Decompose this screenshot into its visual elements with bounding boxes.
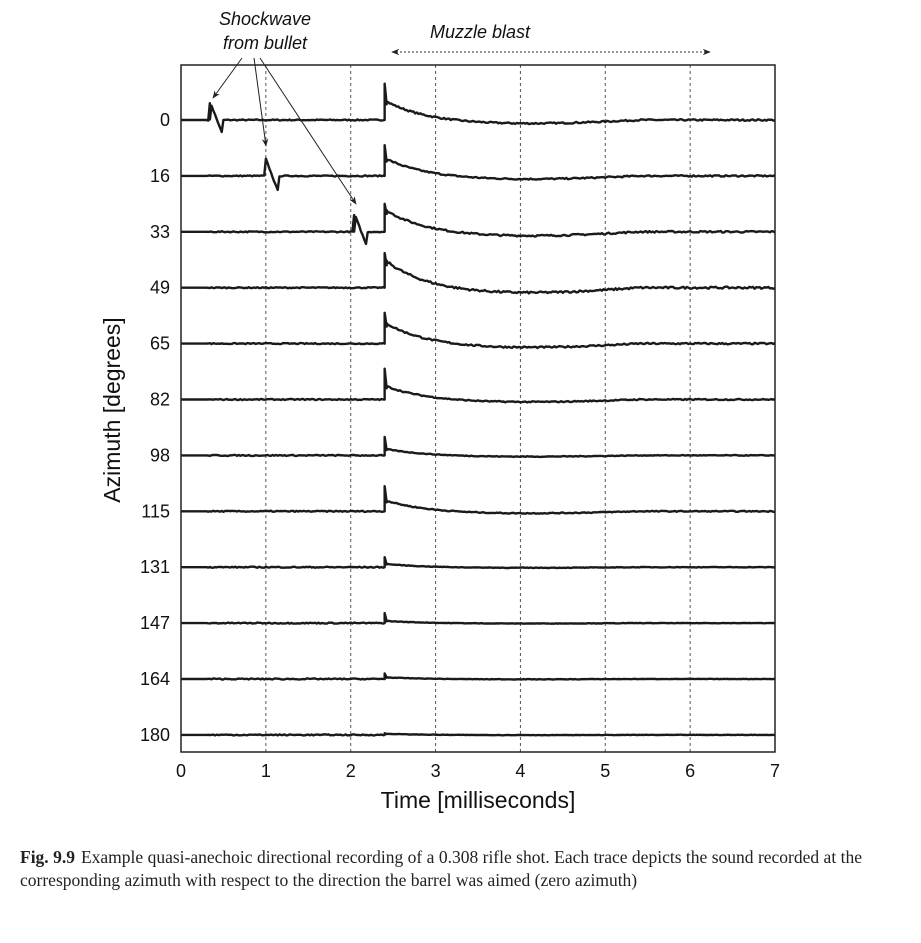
- y-tick-label: 33: [150, 222, 170, 242]
- y-tick-label: 98: [150, 445, 170, 465]
- x-tick-label: 6: [685, 761, 695, 781]
- x-tick-label: 0: [176, 761, 186, 781]
- y-tick-label: 115: [141, 501, 170, 521]
- y-tick-label: 147: [140, 613, 170, 633]
- trace-azimuth-147: [181, 611, 776, 625]
- y-tick-label: 82: [150, 390, 170, 410]
- trace-azimuth-131: [181, 555, 776, 570]
- figure-caption: Fig. 9.9 Example quasi-anechoic direction…: [20, 846, 862, 892]
- y-tick-label: 0: [160, 110, 170, 130]
- caption-label: Fig. 9.9: [20, 847, 75, 867]
- annotation-muzzle-blast: Muzzle blast: [430, 22, 531, 42]
- y-tick-label: 164: [140, 669, 170, 689]
- plot-frame: [180, 64, 776, 753]
- y-tick-labels: 0 16 33 49 65 82 98 115 131 147 164 180: [140, 110, 170, 745]
- annotation-shockwave-line1: Shockwave: [219, 9, 311, 29]
- y-tick-label: 65: [150, 334, 170, 354]
- x-tick-label: 5: [600, 761, 610, 781]
- x-tick-labels: 0 1 2 3 4 5 6 7: [176, 761, 780, 781]
- trace-azimuth-82: [181, 367, 776, 404]
- y-tick-label: 180: [140, 725, 170, 745]
- trace-azimuth-0: [181, 82, 776, 134]
- shockwave-arrow-0: [212, 57, 243, 99]
- x-tick-label: 4: [515, 761, 525, 781]
- y-tick-label: 49: [150, 278, 170, 298]
- y-tick-label: 131: [140, 557, 170, 577]
- annotation-shockwave-line2: from bullet: [223, 33, 308, 53]
- trace-azimuth-115: [181, 484, 775, 515]
- x-tick-label: 1: [261, 761, 271, 781]
- shockwave-arrow-33: [259, 57, 357, 205]
- trace-azimuth-98: [181, 435, 775, 459]
- trace-azimuth-49: [181, 251, 776, 295]
- y-tick-label: 16: [150, 166, 170, 186]
- traces: [181, 82, 776, 737]
- x-tick-label: 7: [770, 761, 780, 781]
- x-axis-label: Time [milliseconds]: [381, 787, 576, 813]
- caption-text: Example quasi-anechoic directional recor…: [20, 847, 862, 890]
- shockwave-arrow-16: [253, 57, 269, 147]
- y-axis-label: Azimuth [degrees]: [99, 317, 125, 502]
- trace-azimuth-33: [181, 202, 776, 246]
- trace-azimuth-65: [181, 311, 776, 350]
- trace-azimuth-164: [181, 672, 776, 681]
- trace-azimuth-180: [181, 732, 776, 737]
- x-tick-label: 3: [431, 761, 441, 781]
- chart: 0 16 33 49 65 82 98 115 131 147 164 180 0 1 2 3 4 5 6 7 Az…: [99, 9, 780, 813]
- x-tick-label: 2: [346, 761, 356, 781]
- trace-azimuth-16: [181, 143, 776, 192]
- grid-lines: [265, 65, 691, 752]
